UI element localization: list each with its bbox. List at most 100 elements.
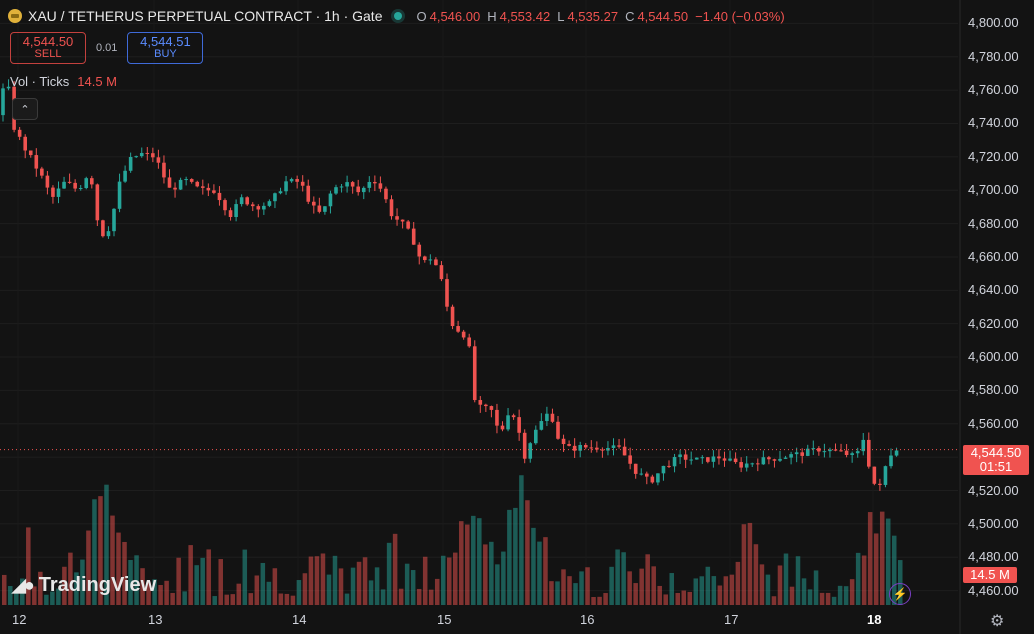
candle-body	[467, 337, 471, 347]
volume-legend-label: Vol · Ticks	[10, 74, 70, 89]
candle-body	[550, 413, 555, 422]
candle-body	[756, 463, 760, 465]
volume-bar	[284, 593, 290, 605]
volume-bar	[110, 515, 115, 605]
volume-bar	[176, 557, 181, 605]
candle-body	[883, 466, 888, 485]
last-price-value: 4,544.50	[970, 445, 1022, 460]
candle-body	[434, 259, 438, 266]
candle-body	[606, 447, 610, 451]
volume-bar	[236, 583, 242, 605]
candle-body	[744, 463, 749, 468]
candle-body	[534, 429, 538, 444]
volume-bar	[843, 586, 849, 605]
candle-body	[861, 439, 866, 452]
volume-bar	[434, 578, 440, 605]
volume-bar	[80, 559, 85, 605]
volume-bar	[218, 559, 223, 605]
candle-body	[456, 326, 460, 332]
candle-body	[45, 175, 50, 188]
candle-body	[34, 155, 39, 169]
ohlc-values: O 4,546.00 H 4,553.42 L 4,535.27 C 4,544.50 …	[416, 9, 788, 24]
volume-bar	[831, 596, 837, 605]
volume-bar	[194, 565, 199, 605]
candle-body	[367, 181, 372, 188]
candle-body	[600, 449, 605, 451]
candle-body	[384, 188, 388, 200]
volume-bar	[549, 581, 554, 605]
candle-body	[789, 454, 793, 458]
candle-body	[572, 445, 577, 451]
candle-body	[284, 181, 288, 192]
volume-bar	[20, 578, 25, 605]
candle-body	[617, 445, 621, 447]
high-label: H	[487, 8, 497, 24]
volume-bar	[561, 569, 566, 605]
lightning-icon[interactable]: ⚡	[889, 583, 911, 605]
candle-body	[95, 184, 100, 221]
volume-bar	[332, 555, 338, 605]
candle-body	[184, 179, 188, 181]
volume-bar	[224, 594, 230, 605]
candle-body	[511, 415, 516, 418]
buy-button[interactable]: 4,544.51 BUY	[127, 32, 204, 64]
candle-body	[223, 200, 227, 211]
volume-bar	[573, 583, 578, 605]
candle-body	[156, 157, 161, 163]
candle-body	[489, 406, 494, 410]
candle-body	[889, 455, 893, 467]
candle-body	[28, 150, 33, 156]
volume-tag: 14.5 M	[963, 567, 1017, 583]
tradingview-logo[interactable]: ◢● TradingView	[12, 574, 156, 597]
candle-body	[395, 216, 399, 220]
volume-bar	[254, 575, 260, 605]
volume-bar	[296, 580, 302, 605]
volume-bar	[260, 562, 266, 605]
volume-bar	[795, 556, 801, 605]
candle-body	[733, 458, 738, 463]
symbol-title[interactable]: XAU / TETHERUS PERPETUAL CONTRACT · 1h ·…	[28, 8, 383, 24]
sell-button[interactable]: 4,544.50 SELL	[10, 32, 86, 64]
price-tick-label: 4,560.00	[968, 415, 1019, 431]
volume-bar	[741, 524, 747, 605]
candle-body	[828, 449, 832, 452]
volume-legend[interactable]: Vol · Ticks 14.5 M	[10, 74, 117, 89]
volume-bar	[771, 596, 777, 605]
volume-bar	[645, 554, 650, 605]
candle-body	[273, 193, 277, 202]
candle-body	[62, 181, 66, 189]
volume-bar	[621, 552, 626, 605]
volume-bar	[675, 592, 681, 605]
candle-body	[839, 450, 843, 452]
low-value: 4,535.27	[567, 8, 619, 24]
market-open-icon	[394, 12, 403, 20]
candle-body	[178, 179, 183, 190]
volume-bar	[134, 555, 139, 605]
candle-body	[373, 181, 377, 184]
candle-body	[151, 153, 155, 158]
trade-panel: 4,544.50 SELL 0.01 4,544.51 BUY	[10, 32, 204, 64]
volume-bar	[368, 580, 374, 605]
candle-body	[206, 187, 211, 191]
candle-body	[300, 181, 305, 186]
volume-bar	[819, 592, 825, 605]
volume-bar	[182, 591, 187, 605]
candle-body	[583, 445, 588, 448]
volume-bar	[453, 552, 458, 605]
candle-body	[317, 205, 322, 212]
candle-body	[667, 465, 671, 467]
candle-body	[134, 156, 138, 158]
candle-body	[128, 156, 133, 171]
candle-body	[628, 455, 632, 464]
candle-body	[783, 457, 788, 459]
price-tick-label: 4,480.00	[968, 549, 1019, 565]
collapse-legend-button[interactable]: ⌃	[12, 98, 38, 120]
volume-bar	[729, 574, 735, 605]
gear-icon[interactable]: ⚙	[990, 613, 1005, 630]
candle-body	[595, 447, 599, 450]
candle-body	[450, 306, 455, 327]
candle-body	[645, 473, 649, 477]
time-tick-label: 16	[580, 612, 595, 627]
volume-bar	[362, 557, 368, 605]
